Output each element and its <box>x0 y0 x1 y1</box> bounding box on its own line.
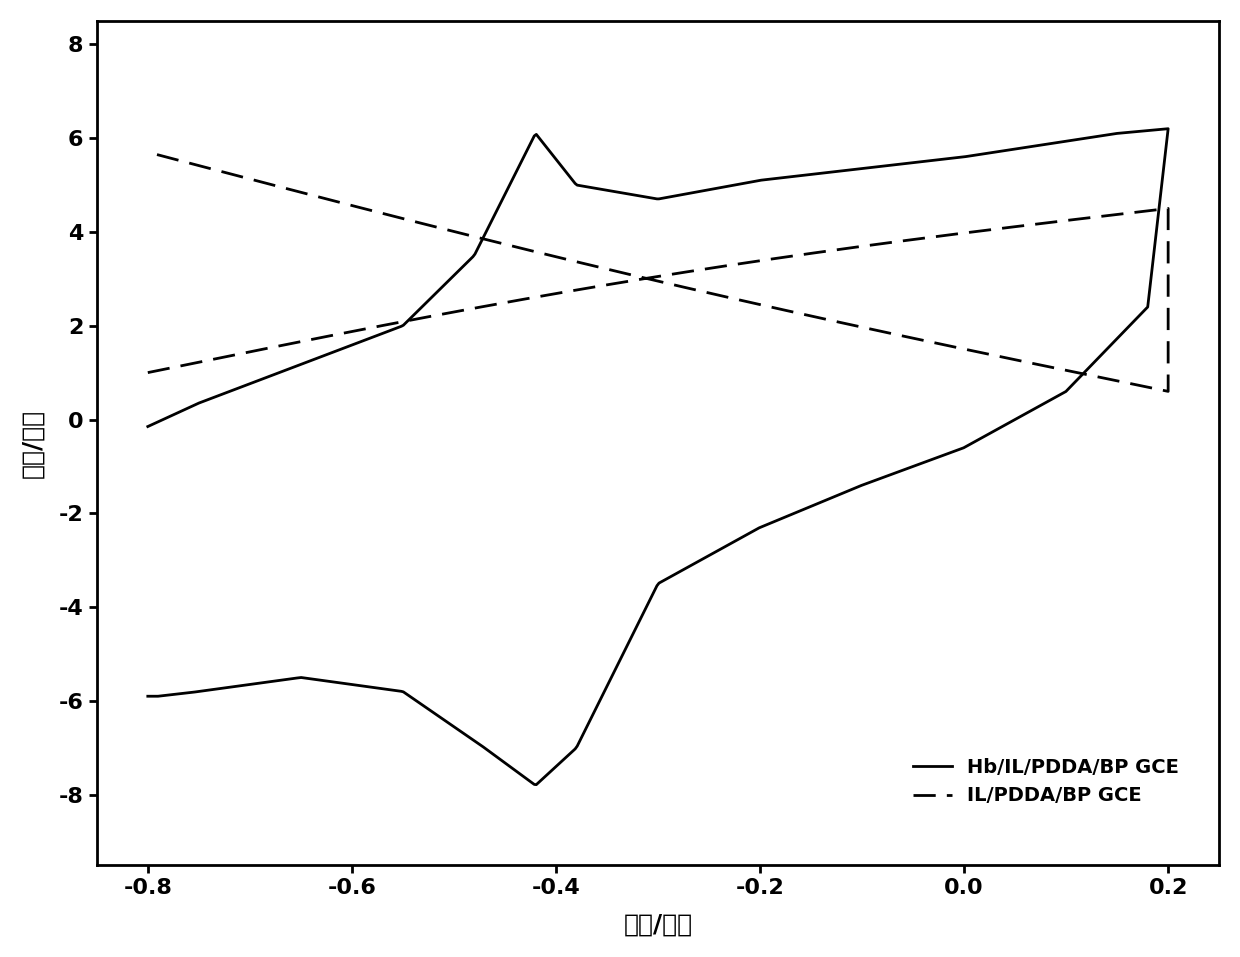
Hb/IL/PDDA/BP GCE <box>529 779 544 790</box>
Hb/IL/PDDA/BP GCE <box>140 691 155 702</box>
Hb/IL/PDDA/BP GCE <box>588 703 603 715</box>
Y-axis label: 电流/微安: 电流/微安 <box>21 409 45 478</box>
IL/PDDA/BP GCE <box>140 146 155 158</box>
Hb/IL/PDDA/BP GCE <box>1161 122 1176 134</box>
IL/PDDA/BP GCE <box>1065 214 1080 226</box>
Hb/IL/PDDA/BP GCE <box>348 338 363 349</box>
IL/PDDA/BP GCE <box>502 296 517 307</box>
Hb/IL/PDDA/BP GCE <box>552 758 567 769</box>
Hb/IL/PDDA/BP GCE <box>779 511 794 523</box>
X-axis label: 电压/伏特: 电压/伏特 <box>624 912 693 936</box>
IL/PDDA/BP GCE <box>642 274 657 285</box>
Hb/IL/PDDA/BP GCE <box>966 149 981 161</box>
Line: Hb/IL/PDDA/BP GCE: Hb/IL/PDDA/BP GCE <box>148 128 1168 785</box>
Hb/IL/PDDA/BP GCE <box>1040 139 1055 150</box>
Line: IL/PDDA/BP GCE: IL/PDDA/BP GCE <box>148 152 1168 391</box>
IL/PDDA/BP GCE <box>140 367 155 378</box>
IL/PDDA/BP GCE <box>666 268 681 279</box>
Legend: Hb/IL/PDDA/BP GCE, IL/PDDA/BP GCE: Hb/IL/PDDA/BP GCE, IL/PDDA/BP GCE <box>905 750 1187 813</box>
Hb/IL/PDDA/BP GCE <box>140 421 155 433</box>
IL/PDDA/BP GCE <box>976 347 991 359</box>
IL/PDDA/BP GCE <box>1161 386 1176 397</box>
IL/PDDA/BP GCE <box>816 313 831 324</box>
